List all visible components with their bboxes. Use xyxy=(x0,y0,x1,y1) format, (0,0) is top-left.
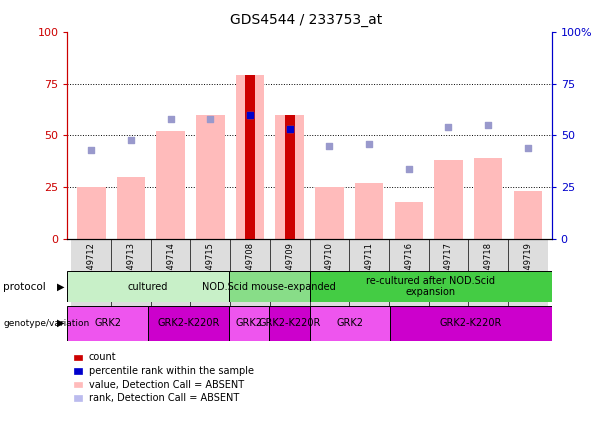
Point xyxy=(126,136,136,143)
Text: rank, Detection Call = ABSENT: rank, Detection Call = ABSENT xyxy=(89,393,239,403)
Text: cultured: cultured xyxy=(128,282,169,291)
Bar xyxy=(229,306,269,341)
Text: GDS4544 / 233753_at: GDS4544 / 233753_at xyxy=(230,13,383,27)
Text: GRK2: GRK2 xyxy=(235,318,262,328)
Bar xyxy=(315,187,344,239)
Bar xyxy=(508,239,548,318)
Point xyxy=(245,111,255,118)
Bar xyxy=(148,306,229,341)
Bar xyxy=(390,306,552,341)
Point xyxy=(523,144,533,151)
Bar xyxy=(468,239,508,318)
Bar xyxy=(71,239,111,318)
Bar xyxy=(67,306,148,341)
Bar xyxy=(116,177,145,239)
Point xyxy=(245,111,255,118)
Bar xyxy=(67,271,229,302)
Bar xyxy=(236,75,264,239)
Point xyxy=(166,115,175,122)
Bar xyxy=(285,115,295,239)
Bar xyxy=(151,239,191,318)
Text: count: count xyxy=(89,352,116,363)
Bar xyxy=(434,160,463,239)
Bar xyxy=(310,271,552,302)
Text: genotype/variation: genotype/variation xyxy=(3,319,89,328)
Bar xyxy=(474,158,503,239)
Point xyxy=(324,142,334,149)
Point xyxy=(86,146,96,153)
Bar xyxy=(230,239,270,318)
Bar xyxy=(269,306,310,341)
Point xyxy=(404,165,414,172)
Bar xyxy=(310,306,390,341)
Text: NOD.Scid mouse-expanded: NOD.Scid mouse-expanded xyxy=(202,282,336,291)
Point xyxy=(285,126,295,132)
Text: protocol: protocol xyxy=(3,282,46,291)
Bar xyxy=(514,191,542,239)
Text: GRK2: GRK2 xyxy=(337,318,364,328)
Bar xyxy=(349,239,389,318)
Bar xyxy=(191,239,230,318)
Bar xyxy=(77,187,105,239)
Text: ▶: ▶ xyxy=(57,318,64,328)
Text: GRK2-K220R: GRK2-K220R xyxy=(440,318,502,328)
Bar xyxy=(310,239,349,318)
Bar xyxy=(395,202,423,239)
Point xyxy=(444,124,454,130)
Bar xyxy=(355,183,383,239)
Bar xyxy=(275,115,304,239)
Bar xyxy=(270,239,310,318)
Text: ▶: ▶ xyxy=(57,282,64,291)
Bar xyxy=(389,239,428,318)
Point xyxy=(483,122,493,129)
Bar xyxy=(156,131,185,239)
Text: percentile rank within the sample: percentile rank within the sample xyxy=(89,366,254,376)
Point xyxy=(205,115,215,122)
Point xyxy=(285,126,295,132)
Text: GRK2-K220R: GRK2-K220R xyxy=(158,318,219,328)
Bar xyxy=(196,115,224,239)
Text: value, Detection Call = ABSENT: value, Detection Call = ABSENT xyxy=(89,379,244,390)
Bar xyxy=(245,75,255,239)
Point xyxy=(364,140,374,147)
Bar xyxy=(229,271,310,302)
Bar xyxy=(428,239,468,318)
Text: re-cultured after NOD.Scid
expansion: re-cultured after NOD.Scid expansion xyxy=(366,276,495,297)
Bar xyxy=(111,239,151,318)
Text: GRK2-K220R: GRK2-K220R xyxy=(258,318,321,328)
Text: GRK2: GRK2 xyxy=(94,318,121,328)
